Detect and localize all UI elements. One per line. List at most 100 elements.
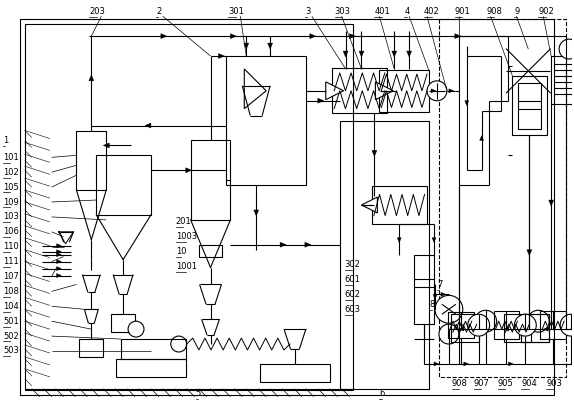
Bar bbox=[191, 140, 230, 220]
Text: 905: 905 bbox=[498, 379, 513, 388]
Polygon shape bbox=[230, 34, 236, 39]
Bar bbox=[503, 314, 532, 342]
Text: 901: 901 bbox=[455, 7, 471, 16]
Text: 1: 1 bbox=[3, 136, 8, 145]
Polygon shape bbox=[441, 292, 445, 296]
Text: 903: 903 bbox=[546, 379, 562, 388]
Polygon shape bbox=[350, 34, 355, 39]
Circle shape bbox=[128, 321, 144, 337]
Bar bbox=[79, 339, 103, 357]
Bar bbox=[332, 68, 387, 113]
Text: 8: 8 bbox=[429, 300, 435, 309]
Text: 907: 907 bbox=[474, 379, 490, 388]
Text: 5: 5 bbox=[196, 389, 201, 398]
Polygon shape bbox=[549, 200, 554, 206]
Bar bbox=[96, 155, 151, 215]
Bar bbox=[439, 19, 566, 377]
Polygon shape bbox=[504, 327, 509, 331]
Circle shape bbox=[528, 310, 549, 332]
Circle shape bbox=[475, 310, 497, 332]
Polygon shape bbox=[406, 51, 412, 57]
Bar bbox=[226, 56, 306, 185]
Circle shape bbox=[435, 295, 463, 323]
Text: 110: 110 bbox=[3, 242, 19, 251]
Bar bbox=[518, 83, 541, 129]
Text: 401: 401 bbox=[374, 7, 390, 16]
Polygon shape bbox=[464, 362, 468, 366]
Polygon shape bbox=[244, 43, 249, 49]
Polygon shape bbox=[375, 82, 393, 100]
Bar bbox=[448, 312, 474, 338]
Circle shape bbox=[439, 324, 459, 344]
Text: 502: 502 bbox=[3, 332, 19, 341]
Polygon shape bbox=[254, 210, 259, 216]
Polygon shape bbox=[325, 82, 344, 100]
Polygon shape bbox=[57, 244, 61, 248]
Text: 908: 908 bbox=[452, 379, 468, 388]
Polygon shape bbox=[57, 274, 61, 278]
Polygon shape bbox=[145, 123, 151, 128]
Polygon shape bbox=[372, 150, 377, 156]
Text: 106: 106 bbox=[3, 227, 19, 236]
Polygon shape bbox=[509, 362, 513, 366]
Bar bbox=[379, 70, 429, 112]
Text: 107: 107 bbox=[3, 272, 19, 281]
Polygon shape bbox=[267, 43, 273, 49]
Polygon shape bbox=[57, 253, 61, 257]
Text: 503: 503 bbox=[3, 346, 19, 355]
Text: 902: 902 bbox=[538, 7, 554, 16]
Circle shape bbox=[559, 39, 574, 59]
Text: 7: 7 bbox=[437, 280, 443, 289]
Polygon shape bbox=[305, 242, 311, 247]
Text: 501: 501 bbox=[3, 317, 19, 326]
Bar bbox=[521, 314, 549, 342]
Text: 104: 104 bbox=[3, 302, 19, 311]
Circle shape bbox=[514, 314, 536, 336]
Text: 3: 3 bbox=[305, 7, 311, 16]
Bar bbox=[551, 56, 574, 104]
Bar bbox=[451, 314, 479, 342]
Text: 402: 402 bbox=[424, 7, 440, 16]
Polygon shape bbox=[343, 51, 348, 57]
Polygon shape bbox=[459, 327, 464, 331]
Text: 904: 904 bbox=[521, 379, 537, 388]
Polygon shape bbox=[359, 51, 364, 57]
Bar bbox=[121, 339, 186, 359]
Polygon shape bbox=[480, 136, 484, 140]
Polygon shape bbox=[434, 362, 439, 366]
Text: 10: 10 bbox=[176, 247, 187, 256]
Polygon shape bbox=[449, 89, 453, 93]
Polygon shape bbox=[465, 101, 469, 105]
Bar bbox=[340, 120, 429, 389]
Polygon shape bbox=[392, 51, 397, 57]
Bar bbox=[111, 314, 135, 332]
Text: 601: 601 bbox=[344, 275, 360, 284]
Text: 101: 101 bbox=[3, 153, 19, 162]
Polygon shape bbox=[219, 54, 224, 59]
Polygon shape bbox=[544, 327, 548, 331]
Text: 301: 301 bbox=[228, 7, 245, 16]
Bar bbox=[540, 311, 566, 339]
Polygon shape bbox=[186, 168, 192, 173]
Circle shape bbox=[427, 81, 447, 101]
Text: 602: 602 bbox=[344, 290, 360, 299]
Text: 109: 109 bbox=[3, 197, 19, 206]
Polygon shape bbox=[362, 197, 377, 213]
Polygon shape bbox=[89, 75, 94, 81]
Text: 908: 908 bbox=[487, 7, 502, 16]
Polygon shape bbox=[455, 34, 461, 39]
Text: 302: 302 bbox=[344, 260, 360, 269]
Text: 201: 201 bbox=[176, 217, 192, 226]
Text: 2: 2 bbox=[156, 7, 161, 16]
Bar bbox=[25, 24, 352, 390]
Bar bbox=[199, 245, 223, 257]
Circle shape bbox=[468, 314, 490, 336]
Polygon shape bbox=[310, 34, 316, 39]
Polygon shape bbox=[527, 249, 532, 256]
Polygon shape bbox=[433, 294, 437, 299]
Circle shape bbox=[171, 336, 187, 352]
Bar bbox=[372, 186, 426, 224]
Bar bbox=[116, 359, 186, 377]
Bar bbox=[513, 76, 547, 136]
Text: 102: 102 bbox=[3, 168, 19, 177]
